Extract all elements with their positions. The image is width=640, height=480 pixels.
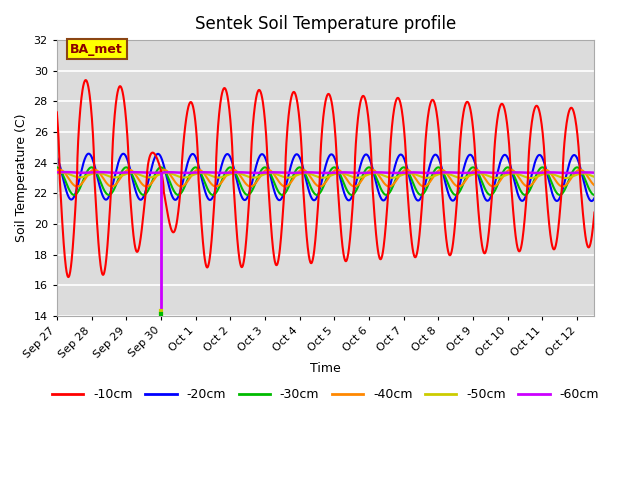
Title: Sentek Soil Temperature profile: Sentek Soil Temperature profile bbox=[195, 15, 456, 33]
Text: BA_met: BA_met bbox=[70, 43, 123, 56]
X-axis label: Time: Time bbox=[310, 362, 341, 375]
Y-axis label: Soil Temperature (C): Soil Temperature (C) bbox=[15, 114, 28, 242]
Legend: -10cm, -20cm, -30cm, -40cm, -50cm, -60cm: -10cm, -20cm, -30cm, -40cm, -50cm, -60cm bbox=[47, 383, 604, 406]
